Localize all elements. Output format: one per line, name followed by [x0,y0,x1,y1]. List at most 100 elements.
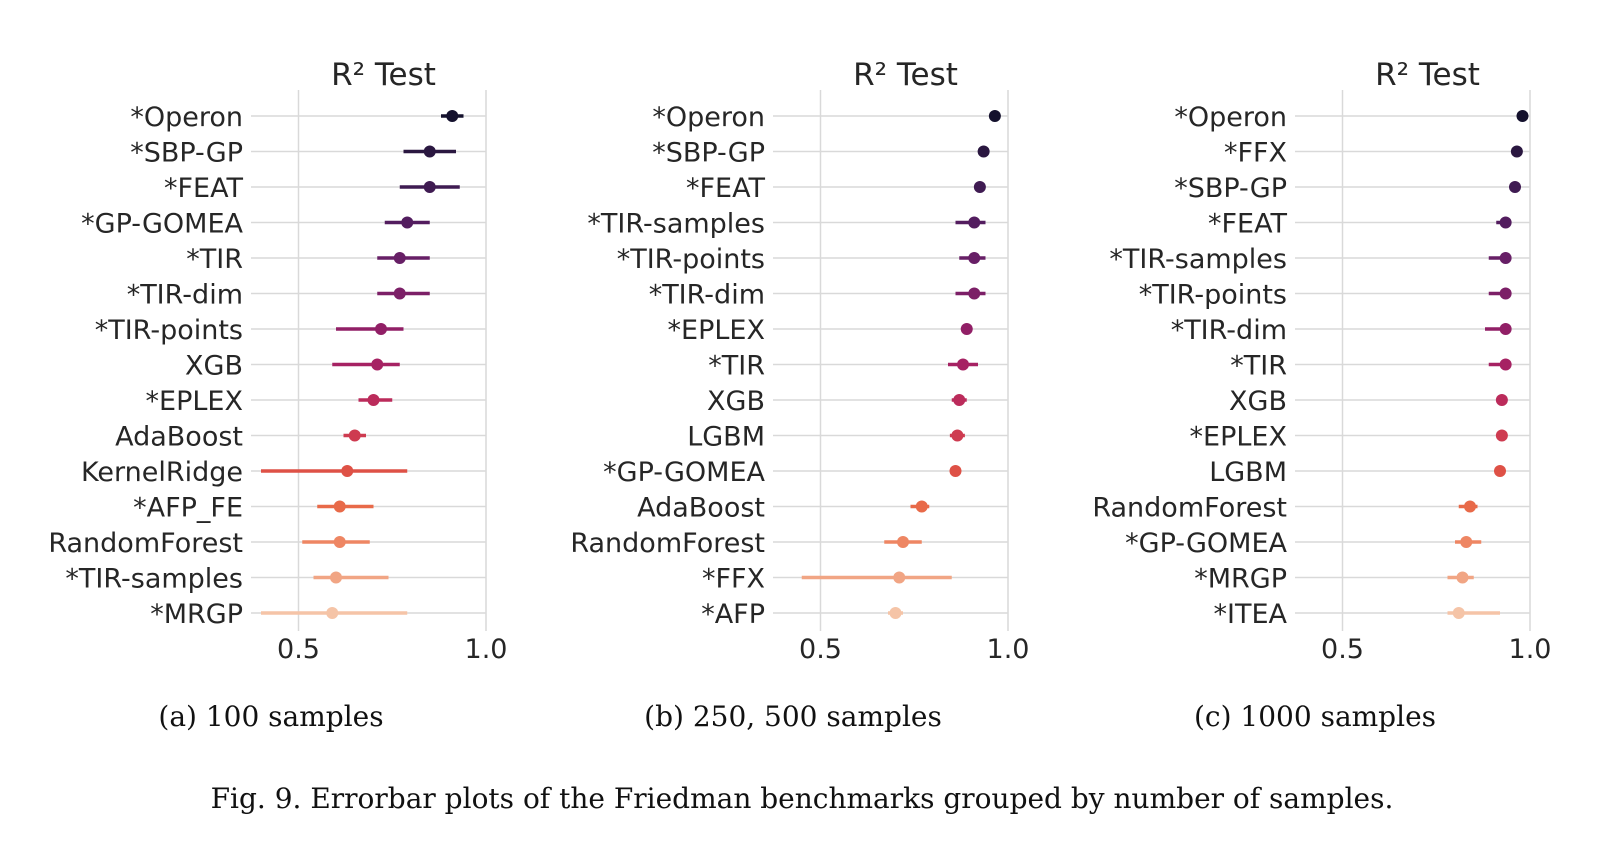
category-label: *TIR-points [95,315,243,346]
category-label: *TIR-dim [649,280,765,311]
category-label: *Operon [130,102,243,133]
mean-point [977,145,990,158]
mean-point [968,216,981,229]
subplot-caption: (a) 100 samples [158,700,383,733]
mean-point [333,536,346,548]
mean-point [1452,607,1465,619]
category-label: *TIR [1230,351,1287,382]
category-label: KernelRidge [81,457,243,488]
x-tick-label: 0.5 [799,634,842,665]
mean-point [988,110,1001,122]
category-label: *Operon [1174,102,1287,133]
mean-point [1495,394,1508,406]
category-label: LGBM [687,422,765,453]
category-label: *GP-GOMEA [603,457,765,488]
mean-point [889,607,902,619]
chart-panel-2: 0.5 1.0 R² Test *Operon *SBP-GP *FEAT *TIR-sam… [570,57,1029,733]
figure-caption: Fig. 9. Errorbar plots of the Friedman b… [211,782,1394,815]
category-label: *EPLEX [1190,422,1287,453]
mean-point [957,358,969,371]
x-tick-label: 1.0 [987,634,1030,665]
mean-point [968,252,981,264]
mean-point [330,571,342,584]
mean-point [1456,571,1469,584]
category-label: *TIR-samples [1109,244,1287,275]
mean-point [1499,216,1512,229]
category-label: *FEAT [164,173,243,204]
category-label: *GP-GOMEA [81,209,243,240]
category-label: *MRGP [1194,564,1287,595]
category-label: RandomForest [1092,493,1287,524]
category-label: XGB [1229,386,1287,417]
category-label: *TIR-samples [587,209,765,240]
mean-point [348,429,361,442]
mean-point [423,145,436,158]
mean-point [893,571,906,584]
mean-point [446,110,459,122]
category-label: *Operon [652,102,765,133]
category-label: *EPLEX [668,315,765,346]
mean-point [375,323,387,335]
category-label: *SBP-GP [652,138,765,169]
category-label: *TIR-points [617,244,765,275]
category-label: *FEAT [686,173,765,204]
category-label: *TIR-points [1139,280,1287,311]
mean-point [393,252,406,264]
x-tick-label: 1.0 [1509,634,1552,665]
category-label: *TIR [186,244,243,275]
x-tick-label: 0.5 [1321,634,1364,665]
mean-point [897,536,909,548]
mean-point [953,394,966,406]
mean-point [1495,429,1508,442]
mean-point [1510,145,1523,158]
category-label: *TIR-dim [127,280,243,311]
category-label: XGB [185,351,243,382]
mean-point [1494,465,1506,477]
mean-point [1499,358,1512,371]
category-label: *FFX [702,564,765,595]
mean-point [951,429,964,442]
chart-title: R² Test [853,57,958,93]
category-label: *SBP-GP [130,138,243,169]
chart-panel-3: 0.5 1.0 R² Test *Operon *FFX *SBP-GP *FEAT *TIR… [1092,57,1551,733]
category-label: AdaBoost [637,493,765,524]
category-label: LGBM [1209,457,1287,488]
mean-point [401,216,414,229]
mean-point [333,500,346,513]
subplot-caption: (c) 1000 samples [1194,700,1436,733]
chart-panel-1: 0.5 1.0 R² Test *Operon *SBP-GP *FEAT *GP-GOME… [48,57,507,733]
category-label: *TIR [708,351,765,382]
mean-point [367,394,380,406]
mean-point [960,323,973,335]
mean-point [1499,323,1512,335]
mean-point [949,465,962,477]
mean-point [1464,500,1476,513]
category-label: *FFX [1224,138,1287,169]
category-label: *SBP-GP [1174,173,1287,204]
category-label: *MRGP [150,599,243,630]
x-tick-label: 1.0 [465,634,508,665]
x-tick-label: 0.5 [277,634,320,665]
category-label: RandomForest [570,528,765,559]
category-label: *TIR-dim [1171,315,1287,346]
category-label: *ITEA [1214,599,1288,630]
mean-point [371,358,384,371]
chart-title: R² Test [331,57,436,93]
category-label: *AFP_FE [133,493,243,524]
mean-point [393,287,406,300]
category-label: *GP-GOMEA [1125,528,1287,559]
mean-point [423,181,436,193]
category-label: *FEAT [1208,209,1287,240]
category-label: XGB [707,386,765,417]
mean-point [1516,110,1529,122]
category-label: RandomForest [48,528,243,559]
mean-point [326,607,339,619]
category-label: *AFP [701,599,765,630]
mean-point [968,287,981,300]
mean-point [341,465,354,477]
mean-point [1499,287,1512,300]
mean-point [1499,252,1512,264]
category-label: *EPLEX [146,386,243,417]
mean-point [973,181,986,193]
